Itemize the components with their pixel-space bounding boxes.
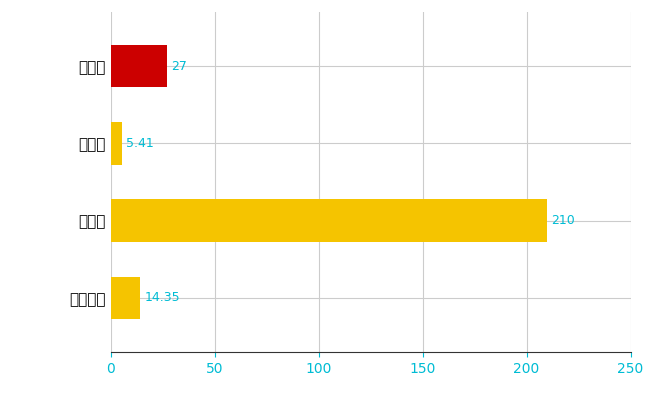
Text: 27: 27 [171,60,187,72]
Bar [111,45,166,87]
Text: 210: 210 [551,214,575,227]
Text: 14.35: 14.35 [144,292,180,304]
Bar [111,122,122,165]
Bar [111,277,140,319]
Bar [111,199,547,242]
Text: 5.41: 5.41 [126,137,153,150]
